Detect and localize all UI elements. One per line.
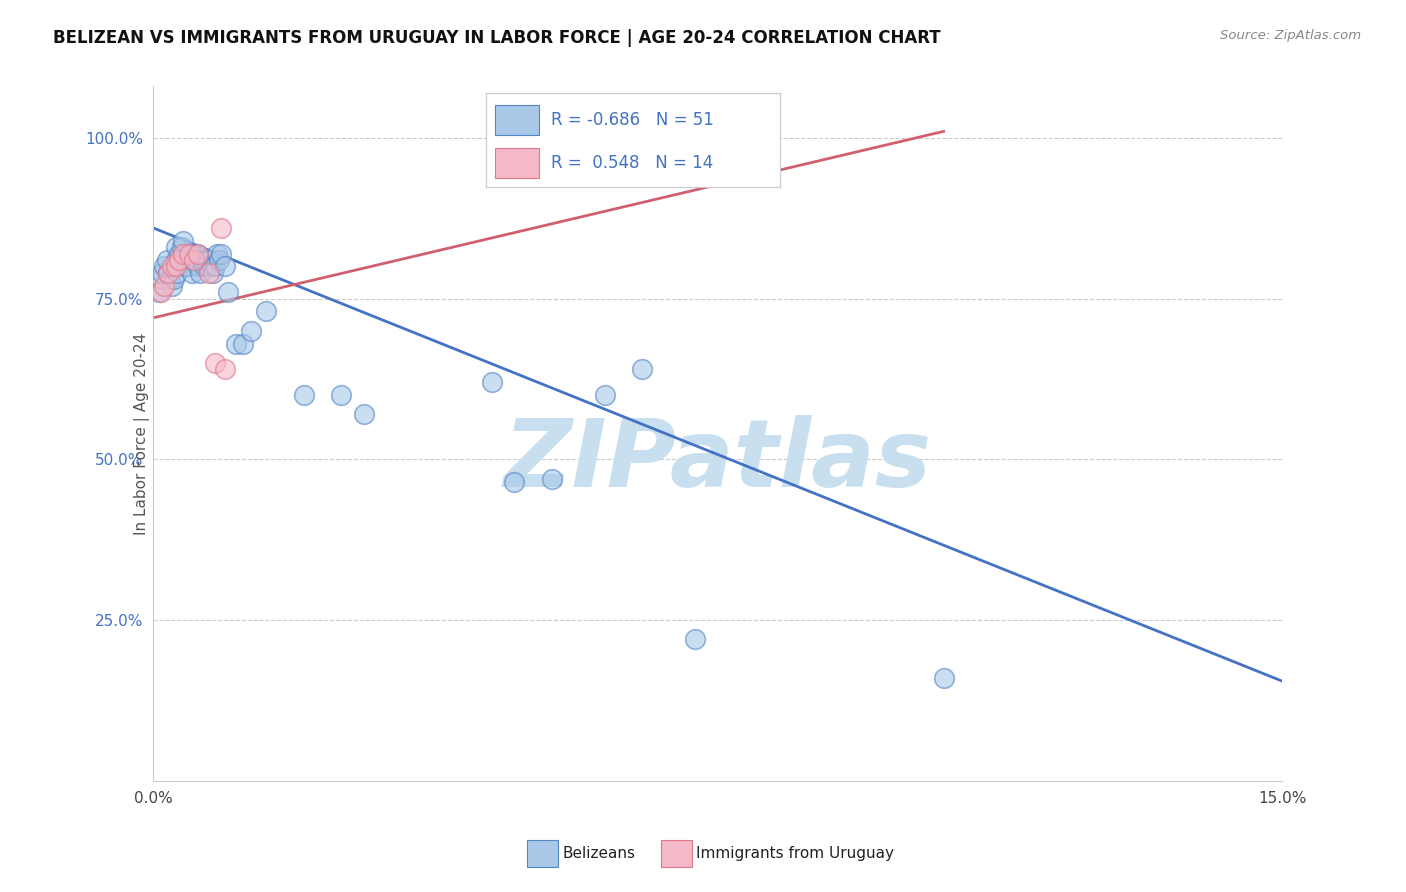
Point bbox=[165, 240, 187, 254]
Point bbox=[209, 220, 232, 235]
Point bbox=[202, 266, 225, 280]
Point bbox=[208, 252, 231, 267]
Point bbox=[188, 266, 211, 280]
Point bbox=[239, 324, 262, 338]
Point bbox=[176, 260, 198, 274]
Point bbox=[204, 260, 226, 274]
Point bbox=[195, 260, 218, 274]
Point bbox=[353, 408, 375, 422]
Point bbox=[149, 285, 172, 300]
Point bbox=[155, 252, 177, 267]
Text: Source: ZipAtlas.com: Source: ZipAtlas.com bbox=[1220, 29, 1361, 42]
Point bbox=[187, 260, 209, 274]
Point bbox=[198, 266, 221, 280]
Point bbox=[148, 285, 170, 300]
Point bbox=[194, 252, 217, 267]
Point bbox=[631, 362, 654, 376]
Point bbox=[330, 388, 353, 402]
Point bbox=[932, 671, 955, 685]
Point bbox=[481, 375, 503, 389]
Point bbox=[153, 278, 176, 293]
Point bbox=[181, 266, 204, 280]
Point bbox=[149, 272, 172, 286]
Point bbox=[159, 272, 181, 286]
Point bbox=[173, 260, 195, 274]
Point bbox=[204, 356, 226, 370]
Point bbox=[165, 252, 187, 267]
Point bbox=[166, 266, 188, 280]
Point bbox=[205, 246, 228, 260]
Point bbox=[225, 336, 247, 351]
Point bbox=[165, 260, 187, 274]
Point bbox=[172, 246, 194, 260]
Point bbox=[214, 260, 236, 274]
Point bbox=[503, 475, 526, 489]
Point bbox=[254, 304, 277, 318]
Point bbox=[186, 246, 208, 260]
Point bbox=[179, 252, 201, 267]
Point bbox=[683, 632, 706, 647]
Point bbox=[160, 260, 183, 274]
Point bbox=[172, 234, 194, 248]
Point bbox=[217, 285, 239, 300]
Y-axis label: In Labor Force | Age 20-24: In Labor Force | Age 20-24 bbox=[134, 333, 150, 535]
Text: BELIZEAN VS IMMIGRANTS FROM URUGUAY IN LABOR FORCE | AGE 20-24 CORRELATION CHART: BELIZEAN VS IMMIGRANTS FROM URUGUAY IN L… bbox=[53, 29, 941, 46]
Point bbox=[150, 266, 173, 280]
Point bbox=[209, 246, 232, 260]
Point bbox=[169, 252, 191, 267]
Point bbox=[193, 260, 215, 274]
Point bbox=[160, 278, 183, 293]
Point bbox=[232, 336, 254, 351]
Point bbox=[157, 266, 180, 280]
Point bbox=[187, 246, 209, 260]
Point bbox=[593, 388, 616, 402]
Point bbox=[153, 260, 176, 274]
Point bbox=[170, 240, 193, 254]
Point bbox=[191, 252, 214, 267]
Point bbox=[541, 472, 564, 486]
Point bbox=[214, 362, 236, 376]
Text: Immigrants from Uruguay: Immigrants from Uruguay bbox=[696, 847, 894, 861]
Text: Belizeans: Belizeans bbox=[562, 847, 636, 861]
Point bbox=[201, 260, 224, 274]
Point bbox=[292, 388, 315, 402]
Point bbox=[183, 252, 205, 267]
Point bbox=[169, 246, 191, 260]
Point bbox=[163, 272, 186, 286]
Point bbox=[179, 246, 201, 260]
Point bbox=[180, 246, 202, 260]
Point bbox=[183, 252, 205, 267]
Point bbox=[198, 252, 221, 267]
Point bbox=[157, 266, 180, 280]
Text: ZIPatlas: ZIPatlas bbox=[503, 416, 932, 508]
